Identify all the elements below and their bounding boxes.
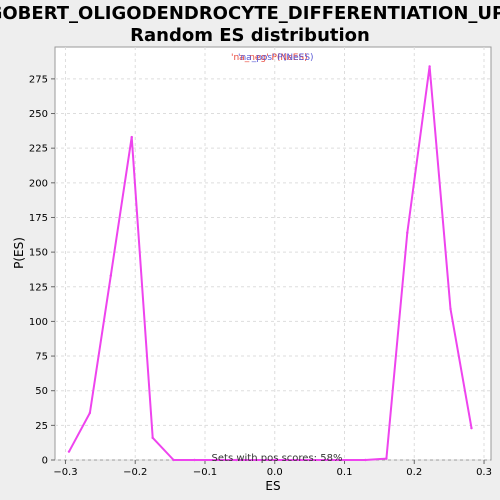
- x-tick-label: −0.2: [123, 467, 147, 478]
- y-tick-label: 0: [42, 456, 48, 467]
- x-tick-label: 0.0: [267, 467, 283, 478]
- data-point: [449, 308, 451, 310]
- x-tick-label: 0.1: [337, 467, 353, 478]
- pos-scores-annotation: Sets with pos scores: 58%: [212, 453, 343, 464]
- y-tick-label: 50: [35, 386, 48, 397]
- data-point: [193, 459, 195, 461]
- x-axis-label: ES: [265, 479, 280, 493]
- data-point: [131, 136, 133, 138]
- data-point: [385, 457, 387, 459]
- y-tick-label: 125: [29, 282, 48, 293]
- data-point: [110, 274, 112, 276]
- chart-title-line2: Random ES distribution: [130, 25, 370, 46]
- y-tick-label: 200: [29, 178, 48, 189]
- y-tick-label: 25: [35, 421, 48, 432]
- y-axis-label: P(ES): [12, 237, 26, 269]
- data-point: [172, 459, 174, 461]
- x-tick-label: −0.1: [193, 467, 217, 478]
- y-tick-label: 75: [35, 352, 48, 363]
- data-point: [364, 459, 366, 461]
- y-tick-label: 100: [29, 317, 48, 328]
- legend: 'na_neg' P(NeES) 'na_pos' P(NeES): [231, 53, 314, 63]
- data-point: [470, 427, 472, 429]
- data-point: [68, 450, 70, 452]
- data-point: [406, 232, 408, 234]
- y-tick-label: 175: [29, 213, 48, 224]
- x-tick-label: 0.2: [406, 467, 422, 478]
- plot-area: [55, 47, 491, 460]
- chart-title-line1: GOBERT_OLIGODENDROCYTE_DIFFERENTIATION_U…: [0, 3, 500, 24]
- data-point: [151, 437, 153, 439]
- data-point: [428, 65, 430, 67]
- data-point: [89, 412, 91, 414]
- x-tick-label: −0.3: [53, 467, 77, 478]
- y-tick-label: 250: [29, 109, 48, 120]
- y-tick-label: 275: [29, 74, 48, 85]
- y-tick-label: 225: [29, 144, 48, 155]
- legend-entry-pos: 'na_pos' P(NeES): [238, 53, 314, 63]
- y-tick-label: 150: [29, 248, 48, 259]
- x-tick-label: 0.3: [476, 467, 492, 478]
